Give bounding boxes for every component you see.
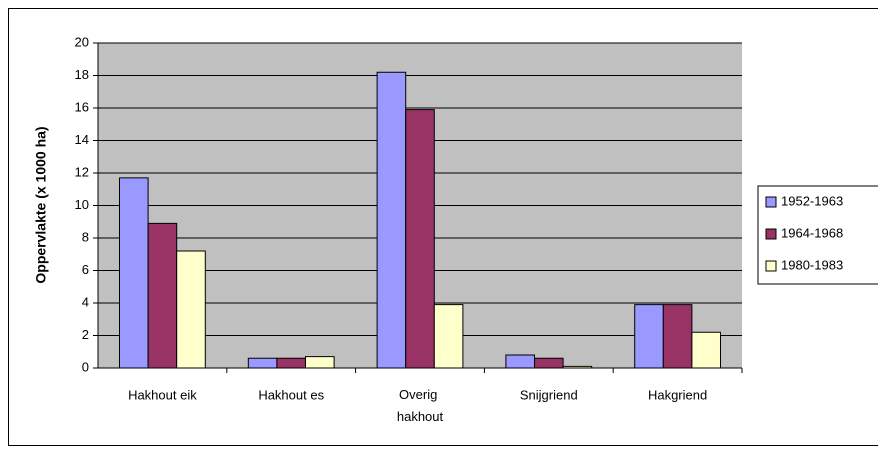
y-tick-label: 0 <box>82 359 89 374</box>
bar <box>176 250 206 369</box>
y-tick-label: 14 <box>75 132 89 147</box>
y-tick-label: 2 <box>82 327 89 342</box>
legend-label: 1952-1963 <box>781 193 843 208</box>
bar <box>562 365 593 369</box>
y-tick-label: 10 <box>75 197 89 212</box>
y-tick-label: 20 <box>75 34 89 49</box>
bar <box>433 304 464 369</box>
legend-swatch <box>765 196 777 208</box>
bar <box>376 71 407 369</box>
x-tick-label: Overig hakhout <box>397 387 444 424</box>
bar <box>405 109 435 369</box>
bar <box>634 304 664 369</box>
y-tick-label: 16 <box>75 99 89 114</box>
bar <box>247 357 278 369</box>
legend-label: 1964-1968 <box>781 225 843 240</box>
y-tick-label: 8 <box>82 229 89 244</box>
bar <box>276 357 306 369</box>
legend-swatch <box>765 260 777 272</box>
y-tick-label: 12 <box>75 164 89 179</box>
y-axis-label: Oppervlakte (x 1000 ha) <box>33 126 49 283</box>
legend-box <box>757 185 878 285</box>
legend-swatch <box>765 228 777 240</box>
x-tick-label: Hakhout eik <box>128 387 197 402</box>
bar <box>534 357 564 369</box>
bar <box>147 222 178 369</box>
legend-label: 1980-1983 <box>781 257 843 272</box>
y-tick-label: 6 <box>82 262 89 277</box>
bar <box>505 354 536 369</box>
bar <box>119 177 149 369</box>
x-tick-label: Hakgriend <box>648 387 707 402</box>
y-tick-label: 18 <box>75 67 89 82</box>
x-tick-label: Snijgriend <box>520 387 578 402</box>
bar <box>691 331 721 369</box>
bar <box>304 356 335 369</box>
x-tick-label: Hakhout es <box>258 387 324 402</box>
y-tick-label: 4 <box>82 294 89 309</box>
bar <box>662 304 693 369</box>
